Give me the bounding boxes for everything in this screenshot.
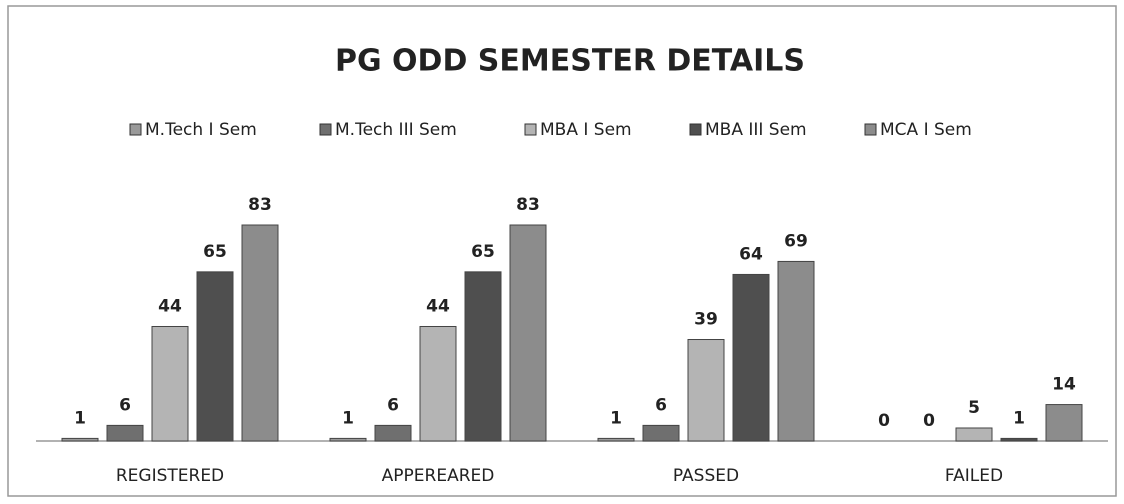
value-label: 0 <box>923 411 935 431</box>
legend-label: M.Tech III Sem <box>335 120 457 140</box>
legend-label: MCA I Sem <box>880 120 972 140</box>
bar <box>106 424 144 442</box>
x-tick-label: FAILED <box>945 466 1003 486</box>
x-tick-label: PASSED <box>673 466 739 486</box>
bar <box>241 224 279 442</box>
bar <box>732 273 770 442</box>
legend-swatch <box>129 123 142 136</box>
legend-label: MBA III Sem <box>705 120 807 140</box>
bar <box>509 224 547 442</box>
value-label: 14 <box>1052 375 1076 395</box>
legend-swatch <box>689 123 702 136</box>
value-label: 39 <box>694 310 718 330</box>
value-label: 65 <box>471 242 495 262</box>
legend-swatch <box>864 123 877 136</box>
bar <box>329 437 367 442</box>
value-label: 44 <box>426 296 450 316</box>
bar <box>151 325 189 442</box>
value-label: 1 <box>1013 408 1025 428</box>
value-label: 0 <box>878 411 890 431</box>
bar <box>687 339 725 442</box>
value-label: 6 <box>119 395 131 415</box>
bar <box>955 427 993 442</box>
bar <box>597 437 635 442</box>
legend-swatch <box>524 123 537 136</box>
value-label: 1 <box>610 408 622 428</box>
bar <box>61 437 99 442</box>
value-label: 5 <box>968 398 980 418</box>
chart-title: PG ODD SEMESTER DETAILS <box>335 44 805 79</box>
legend-label: MBA I Sem <box>540 120 632 140</box>
value-label: 65 <box>203 242 227 262</box>
value-label: 1 <box>74 408 86 428</box>
value-label: 6 <box>387 395 399 415</box>
x-tick-label: APPEREARED <box>382 466 495 486</box>
value-label: 64 <box>739 244 763 264</box>
x-tick-label: REGISTERED <box>116 466 224 486</box>
bar <box>1045 404 1083 442</box>
value-label: 44 <box>158 296 182 316</box>
bar <box>464 271 502 442</box>
value-label: 69 <box>784 231 808 251</box>
legend-swatch <box>319 123 332 136</box>
chart-frame <box>7 5 1117 497</box>
bar <box>642 424 680 442</box>
value-label: 83 <box>248 195 272 215</box>
value-label: 1 <box>342 408 354 428</box>
bar <box>419 325 457 442</box>
value-label: 83 <box>516 195 540 215</box>
bar <box>374 424 412 442</box>
bar <box>777 260 815 442</box>
value-label: 6 <box>655 395 667 415</box>
bar <box>196 271 234 442</box>
bar <box>1000 437 1038 442</box>
legend-label: M.Tech I Sem <box>145 120 257 140</box>
